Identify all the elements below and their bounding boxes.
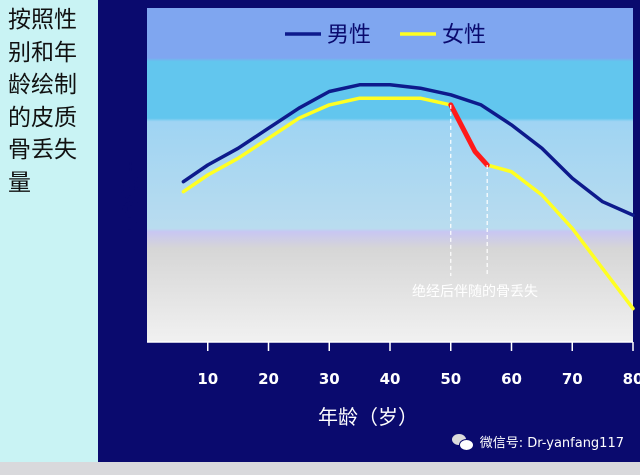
series-line-male xyxy=(181,83,635,217)
x-tick-label-30: 30 xyxy=(319,370,340,388)
annotation-label: 绝经后伴随的骨丢失 xyxy=(412,284,538,300)
side-panel: 按照性别和年龄绘制的皮质骨丢失量 xyxy=(0,0,98,462)
y-axis-label: 骨骼质量 xyxy=(118,157,141,233)
watermark: 微信号: Dr-yanfang117 xyxy=(451,432,624,451)
series-line-female-postmenopausal xyxy=(448,102,490,168)
x-tick-label-60: 60 xyxy=(501,370,522,388)
bottom-bar xyxy=(0,462,640,475)
wechat-icon xyxy=(451,433,474,451)
side-panel-text: 按照性别和年龄绘制的皮质骨丢失量 xyxy=(8,7,77,196)
x-tick-label-50: 50 xyxy=(440,370,461,388)
plot-area xyxy=(147,8,633,342)
x-tick-label-10: 10 xyxy=(197,370,218,388)
x-tick-label-20: 20 xyxy=(258,370,279,388)
x-axis-label: 年龄（岁） xyxy=(318,405,418,429)
legend-label-1: 男性 xyxy=(327,23,371,48)
watermark-text: 微信号: Dr-yanfang117 xyxy=(479,436,624,451)
x-tick-label-80: 80 xyxy=(623,370,640,388)
x-tick-label-70: 70 xyxy=(562,370,583,388)
annotation: 绝经后伴随的骨丢失 xyxy=(412,104,538,300)
legend: 男性 女性 xyxy=(285,23,486,48)
legend-label-2: 女性 xyxy=(442,23,486,48)
x-ticks: 10 20 30 40 50 60 70 80 xyxy=(197,342,640,388)
x-tick-label-40: 40 xyxy=(380,370,401,388)
